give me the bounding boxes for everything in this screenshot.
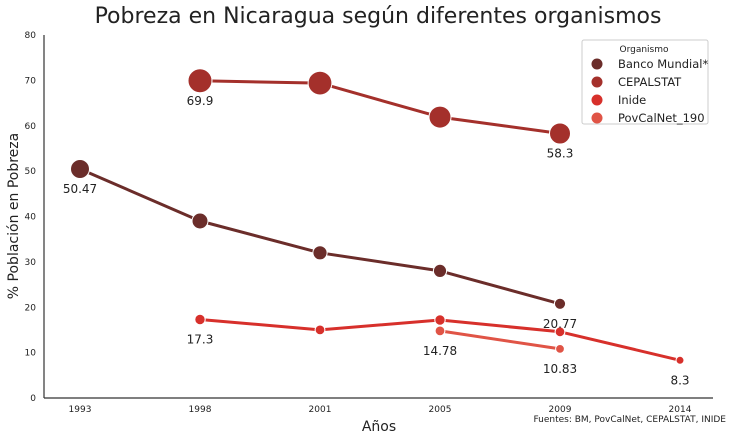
y-axis: 0 10 20 30 40 50 60 70 80 <box>25 31 45 404</box>
x-tick-label: 2009 <box>549 405 572 415</box>
source-note: Fuentes: BM, PovCalNet, CEPALSTAT, INIDE <box>533 415 726 425</box>
series-banco-mundial <box>70 159 567 310</box>
data-point <box>70 159 90 179</box>
data-point <box>187 68 213 94</box>
x-axis: 1993 1998 2001 2005 2009 2014 <box>44 397 713 415</box>
legend-marker <box>591 94 603 106</box>
legend-entry: CEPALSTAT <box>618 75 682 89</box>
series-line <box>79 167 561 306</box>
series-inide <box>194 313 685 365</box>
series-cepalstat <box>187 68 571 145</box>
legend-entry: Inide <box>618 93 646 107</box>
y-tick-label: 0 <box>30 394 36 404</box>
legend-entry: PovCalNet_190 <box>618 111 705 125</box>
y-tick-label: 80 <box>25 31 37 41</box>
data-point <box>553 297 567 310</box>
data-point <box>314 324 326 336</box>
data-point <box>434 325 446 337</box>
data-point <box>554 326 566 338</box>
legend-items: Banco Mundial* CEPALSTAT Inide PovCalNet_19… <box>591 57 708 125</box>
data-point <box>675 355 685 365</box>
x-tick-label: 2014 <box>669 405 692 415</box>
data-label: 14.78 <box>423 344 457 358</box>
data-point <box>428 105 452 129</box>
x-tick-label: 2005 <box>429 405 452 415</box>
data-point <box>307 70 333 96</box>
legend-marker <box>591 76 603 88</box>
x-axis-title: Años <box>362 419 396 435</box>
legend-box <box>581 39 709 125</box>
y-tick-label: 30 <box>25 258 37 268</box>
data-label: 17.3 <box>187 333 214 347</box>
y-tick-label: 20 <box>25 303 37 313</box>
data-point <box>555 344 565 354</box>
data-point <box>432 263 448 278</box>
y-tick-label: 10 <box>25 349 37 359</box>
legend-marker <box>591 112 603 124</box>
x-tick-label: 2001 <box>309 405 332 415</box>
y-tick-label: 70 <box>25 76 37 86</box>
chart-title: Pobreza en Nicaragua según diferentes or… <box>95 4 662 29</box>
series-povcalnet-190 <box>434 325 565 354</box>
data-label: 69.9 <box>187 94 214 108</box>
legend: Organismo Banco Mundial* CEPALSTAT Inide Po… <box>581 39 709 125</box>
data-label: 20.77 <box>543 317 577 331</box>
y-tick-label: 60 <box>25 122 37 132</box>
y-axis-title: % Población en Pobreza <box>6 133 22 299</box>
series-line <box>199 79 561 135</box>
x-tick-label: 1993 <box>69 405 92 415</box>
data-point <box>434 314 446 326</box>
legend-marker <box>591 58 603 70</box>
data-label: 10.83 <box>543 362 577 376</box>
legend-entry: Banco Mundial* <box>618 57 708 71</box>
data-label: 58.3 <box>547 147 574 161</box>
legend-title: Organismo <box>619 45 669 55</box>
x-tick-label: 1998 <box>189 405 212 415</box>
series-layer <box>70 68 685 365</box>
data-label: 50.47 <box>63 182 97 196</box>
series-line <box>439 329 561 351</box>
data-point <box>194 313 206 326</box>
y-tick-label: 40 <box>25 213 37 223</box>
data-label: 8.3 <box>670 373 689 387</box>
y-tick-label: 50 <box>25 167 37 177</box>
data-point <box>191 212 209 230</box>
data-point <box>549 122 571 145</box>
data-labels: 50.47 69.9 58.3 17.3 14.78 10.83 20.77 8.3 <box>63 94 690 387</box>
data-point <box>312 245 328 261</box>
